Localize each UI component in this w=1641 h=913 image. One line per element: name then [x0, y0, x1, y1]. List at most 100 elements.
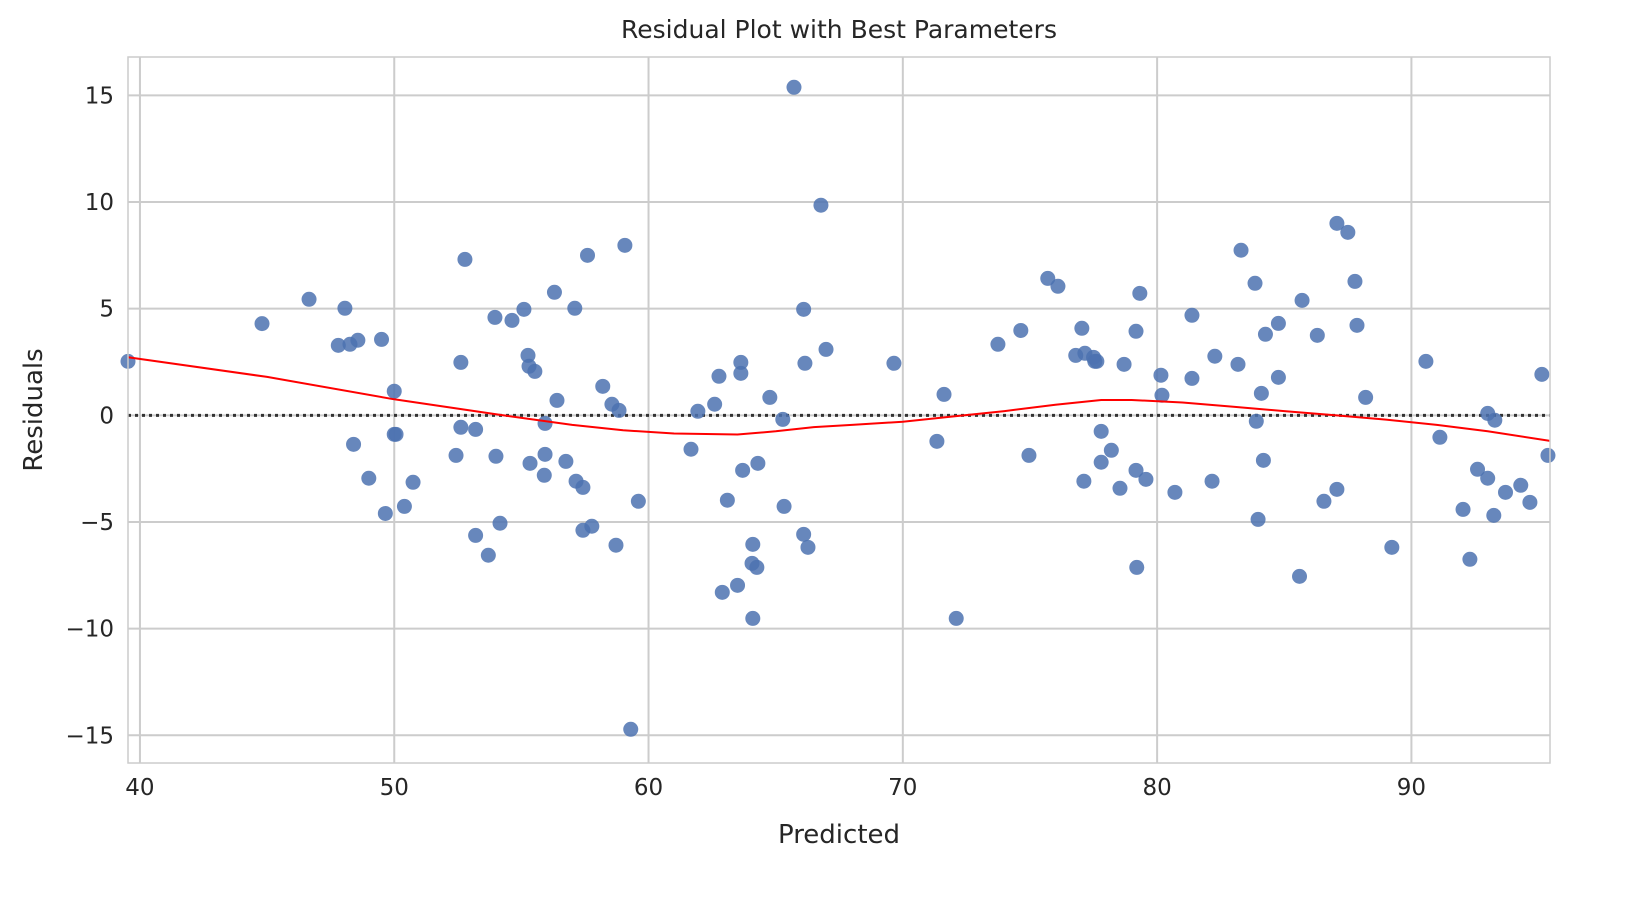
data-point	[745, 536, 761, 552]
data-point	[1116, 356, 1132, 372]
data-point	[630, 493, 646, 509]
data-point	[1250, 511, 1266, 527]
data-point	[492, 515, 508, 531]
data-point	[711, 368, 727, 384]
data-point	[1153, 367, 1169, 383]
lowess-curve	[127, 356, 1551, 442]
data-point	[377, 505, 393, 521]
y-axis-label: Residuals	[19, 348, 49, 471]
data-point	[611, 402, 627, 418]
data-point	[1513, 477, 1529, 493]
data-point	[1128, 462, 1144, 478]
data-point	[1340, 224, 1356, 240]
data-point	[1534, 366, 1550, 382]
data-point	[1204, 473, 1220, 489]
data-point	[1093, 454, 1109, 470]
plot-frame	[127, 56, 1551, 764]
x-tick-label: 90	[1397, 775, 1426, 801]
data-point	[1270, 369, 1286, 385]
data-point	[1347, 273, 1363, 289]
data-point	[1093, 423, 1109, 439]
data-point	[929, 433, 945, 449]
x-tick-labels: 40 50 60 70 80 90	[125, 775, 1426, 801]
data-point	[776, 498, 792, 514]
data-point	[1050, 278, 1066, 294]
data-point	[818, 341, 834, 357]
data-point	[1292, 568, 1308, 584]
data-point	[749, 559, 765, 575]
data-point	[1462, 551, 1478, 567]
data-point	[1349, 317, 1365, 333]
data-point	[1040, 270, 1056, 286]
data-point	[453, 354, 469, 370]
data-point	[1270, 315, 1286, 331]
data-point	[396, 498, 412, 514]
data-point	[1540, 447, 1556, 463]
data-point	[1497, 484, 1513, 500]
data-point	[730, 577, 746, 593]
data-point	[374, 331, 390, 347]
x-tick-label: 70	[888, 775, 917, 801]
data-point	[617, 237, 633, 253]
x-tick-label: 80	[1142, 775, 1171, 801]
data-point	[1013, 322, 1029, 338]
data-point	[254, 316, 270, 332]
data-point	[405, 474, 421, 490]
x-tick-label: 50	[380, 775, 409, 801]
data-point	[733, 354, 749, 370]
data-point	[1486, 507, 1502, 523]
data-point	[796, 526, 812, 542]
data-point	[537, 446, 553, 462]
data-point	[546, 284, 562, 300]
data-point	[1021, 447, 1037, 463]
data-point	[707, 396, 723, 412]
data-point	[1522, 494, 1538, 510]
data-point	[1253, 385, 1269, 401]
data-point	[536, 467, 552, 483]
data-point	[537, 415, 553, 431]
data-point	[301, 291, 317, 307]
data-point	[1248, 413, 1264, 429]
data-point	[504, 312, 520, 328]
data-point	[1103, 442, 1119, 458]
data-point	[1076, 473, 1092, 489]
data-point	[388, 426, 404, 442]
data-point	[800, 539, 816, 555]
y-tick-label: −15	[65, 723, 114, 749]
data-point	[733, 365, 749, 381]
data-point	[361, 470, 377, 486]
data-point	[595, 378, 611, 394]
data-point	[1329, 215, 1345, 231]
data-point	[1487, 412, 1503, 428]
y-tick-label: 15	[85, 83, 114, 109]
data-point	[1455, 501, 1471, 517]
data-point	[468, 527, 484, 543]
data-point	[1329, 481, 1345, 497]
data-point	[735, 462, 751, 478]
data-point	[1184, 370, 1200, 386]
data-point	[1309, 327, 1325, 343]
x-tick-label: 40	[125, 775, 154, 801]
data-point	[1247, 275, 1263, 291]
data-point	[337, 300, 353, 316]
data-point	[567, 300, 583, 316]
data-point	[468, 421, 484, 437]
y-tick-label: 0	[99, 403, 114, 429]
data-point	[608, 537, 624, 553]
data-point	[775, 411, 791, 427]
x-axis-label: Predicted	[778, 820, 900, 850]
data-point	[1358, 389, 1374, 405]
data-point	[1138, 471, 1154, 487]
data-point	[1230, 356, 1246, 372]
data-point	[488, 448, 504, 464]
data-point	[762, 389, 778, 405]
data-point	[1207, 348, 1223, 364]
data-point	[575, 479, 591, 495]
data-point	[1129, 559, 1145, 575]
chart-title: Residual Plot with Best Parameters	[621, 15, 1057, 44]
data-point	[1074, 320, 1090, 336]
data-point	[719, 492, 735, 508]
data-point	[558, 453, 574, 469]
data-point	[386, 383, 402, 399]
data-point	[346, 436, 362, 452]
